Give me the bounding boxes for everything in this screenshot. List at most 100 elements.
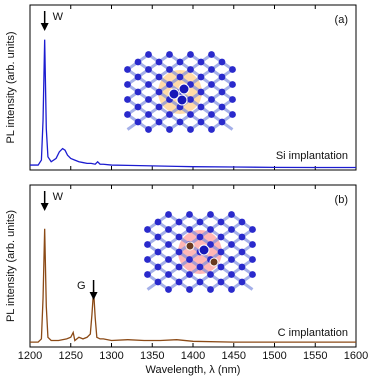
lattice-atom	[228, 226, 235, 233]
lattice-atom	[186, 211, 193, 218]
lattice-atom	[165, 241, 172, 248]
lattice-atom	[249, 271, 256, 278]
lattice-atom	[218, 58, 226, 66]
lattice-atom	[208, 126, 215, 133]
lattice-atom	[154, 278, 162, 286]
lattice-atom	[175, 263, 183, 271]
lattice-atom	[229, 66, 236, 73]
lattice-atom	[166, 81, 173, 88]
lattice-atom	[144, 241, 151, 248]
lattice-atom	[176, 73, 184, 81]
lattice-atom	[208, 96, 215, 103]
spectrum-line	[30, 39, 356, 169]
lattice-atom	[166, 111, 173, 118]
lattice-atom	[175, 278, 183, 286]
lattice-atom	[218, 103, 226, 111]
lattice-atom	[238, 278, 246, 286]
lattice-atom	[196, 233, 204, 241]
lattice-atom	[228, 286, 235, 293]
defect-atom	[178, 83, 190, 95]
lattice-atom	[207, 286, 214, 293]
lattice-atom	[218, 88, 226, 96]
lattice-atom	[134, 88, 142, 96]
lattice-atom	[187, 81, 194, 88]
lattice-atom	[186, 256, 193, 263]
lattice-atom	[165, 286, 172, 293]
lattice-atom	[196, 263, 204, 271]
lattice-atom	[186, 226, 193, 233]
lattice-atom	[208, 51, 215, 58]
lattice-atom	[154, 248, 162, 256]
lattice-atom	[218, 73, 226, 81]
lattice-atom	[154, 218, 162, 226]
lattice-atom	[155, 73, 163, 81]
lattice-atom	[229, 96, 236, 103]
lattice-atom	[175, 233, 183, 241]
lattice-atom	[238, 233, 246, 241]
x-tick-label: 1500	[262, 350, 286, 362]
lattice-atom	[197, 118, 205, 126]
lattice-atom	[175, 218, 183, 226]
lattice-atom	[154, 233, 162, 241]
lattice-atom	[187, 96, 194, 103]
lattice-atom	[144, 271, 151, 278]
lattice-illustration	[144, 211, 256, 293]
lattice-atom	[217, 278, 225, 286]
defect-atom	[198, 244, 210, 256]
x-tick-label: 1300	[99, 350, 123, 362]
x-tick-label: 1250	[59, 350, 83, 362]
lattice-atom	[228, 256, 235, 263]
lattice-atom	[228, 241, 235, 248]
lattice-atom	[229, 111, 236, 118]
lattice-atom	[207, 271, 214, 278]
lattice-atom	[134, 73, 142, 81]
lattice-atom	[186, 286, 193, 293]
lattice-atom	[187, 66, 194, 73]
lattice-atom	[207, 211, 214, 218]
lattice-atom	[249, 241, 256, 248]
lattice-atom	[249, 226, 256, 233]
lattice-atom	[187, 51, 194, 58]
lattice-atom	[217, 233, 225, 241]
x-tick-label: 1200	[18, 350, 42, 362]
lattice-atom	[249, 256, 256, 263]
annotation-label: G	[77, 280, 86, 292]
annotation-label: W	[53, 11, 64, 23]
annotation-arrowhead	[89, 292, 98, 300]
lattice-atom	[238, 263, 246, 271]
x-tick-label: 1450	[222, 350, 246, 362]
annotation-label: W	[53, 191, 64, 203]
lattice-atom	[155, 58, 163, 66]
annotation-arrowhead	[40, 23, 49, 31]
lattice-atom	[175, 248, 183, 256]
lattice-atom	[165, 211, 172, 218]
defect-atom	[168, 88, 180, 100]
lattice-atom	[124, 81, 131, 88]
lattice-atom	[145, 66, 152, 73]
lattice-atom	[124, 111, 131, 118]
lattice-atom	[196, 278, 204, 286]
lattice-atom	[166, 51, 173, 58]
lattice-atom	[238, 218, 246, 226]
lattice-atom	[218, 118, 226, 126]
lattice-atom	[208, 66, 215, 73]
lattice-atom	[197, 103, 205, 111]
lattice-atom	[145, 111, 152, 118]
lattice-atom	[124, 96, 131, 103]
defect-atom	[185, 241, 195, 251]
lattice-atom	[229, 81, 236, 88]
lattice-atom	[207, 226, 214, 233]
lattice-atom	[197, 58, 205, 66]
panel-label: (a)	[335, 14, 348, 26]
lattice-atom	[187, 126, 194, 133]
lattice-atom	[145, 96, 152, 103]
lattice-atom	[145, 126, 152, 133]
x-tick-label: 1550	[303, 350, 327, 362]
lattice-atom	[187, 111, 194, 118]
lattice-atom	[176, 58, 184, 66]
lattice-atom	[228, 271, 235, 278]
lattice-atom	[166, 126, 173, 133]
lattice-atom	[155, 118, 163, 126]
y-axis-label: PL intensity (arb. units)	[5, 210, 17, 322]
